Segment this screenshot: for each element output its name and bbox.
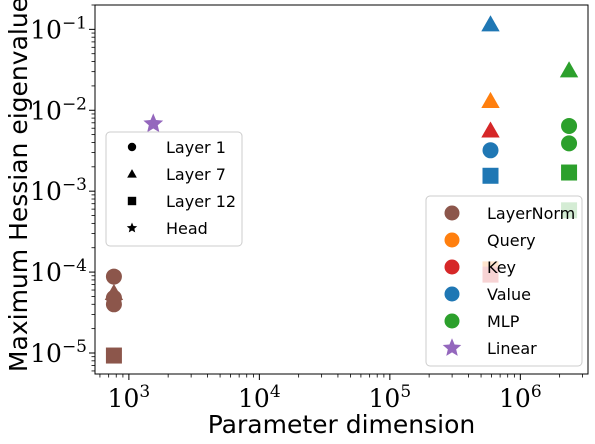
axes-frame — [94, 4, 589, 375]
legend-layer-frame — [105, 131, 243, 247]
point-mlp-layer-1 — [561, 117, 578, 134]
y-tick-label: 10−3 — [30, 175, 87, 206]
legend-layer-label: Layer 1 — [166, 138, 226, 157]
legend-modules: LayerNorm Query Key Value MLP Linear — [425, 195, 583, 367]
legend-module-marker — [442, 338, 462, 356]
point-linear-head — [143, 113, 164, 133]
legend-layers: Layer 1 Layer 7 Layer 12 Head — [105, 131, 243, 247]
legend-layer-marker — [127, 142, 137, 152]
legend-module-marker — [444, 205, 460, 221]
point-query-layer-7 — [481, 91, 500, 108]
legend-layer-marker — [127, 196, 137, 206]
legend-layer-marker — [127, 169, 137, 178]
legend-module-label: Value — [487, 285, 531, 304]
legend-layer-marker — [126, 222, 138, 233]
point-value-layer-12 — [482, 167, 499, 184]
legend-module-marker — [444, 232, 460, 248]
point-layernorm-layer-1 — [105, 296, 122, 313]
legend-module-frame — [425, 195, 583, 367]
point-mlp-layer-12 — [561, 164, 578, 181]
legend-module-label: Key — [487, 258, 516, 277]
point-layernorm-layer-12 — [105, 347, 122, 364]
point-mlp-layer-7 — [559, 61, 579, 78]
legend-module-label: LayerNorm — [487, 204, 575, 223]
legend-module-label: MLP — [487, 312, 520, 331]
x-tick-label: 105 — [369, 382, 412, 413]
x-tick-label: 103 — [108, 382, 151, 413]
y-tick-label: 10−1 — [30, 13, 87, 44]
y-tick-label: 10−4 — [30, 256, 87, 287]
legend-layer-label: Head — [166, 219, 208, 238]
legend-module-marker — [444, 259, 460, 275]
legend-layer-label: Layer 12 — [166, 192, 236, 211]
legend-module-label: Query — [487, 231, 536, 250]
y-tick-label: 10−5 — [30, 337, 87, 368]
axis-ticks: 103 104 105 106 10−5 10−4 10−3 10−2 10−1 — [30, 4, 583, 413]
x-axis-title: Parameter dimension — [208, 410, 476, 439]
y-tick-label: 10−2 — [30, 94, 87, 125]
point-mlp-layer-1 — [561, 135, 578, 152]
point-key-layer-7 — [481, 121, 500, 138]
legend-module-label: Linear — [487, 339, 537, 358]
point-value-layer-1 — [482, 142, 499, 159]
y-axis-title: Maximum Hessian eigenvalue — [4, 0, 33, 372]
x-tick-label: 104 — [238, 382, 281, 413]
point-layernorm-layer-1 — [105, 268, 122, 285]
x-tick-label: 106 — [499, 382, 542, 413]
point-value-layer-7 — [481, 15, 500, 32]
legend-layer-label: Layer 7 — [166, 165, 226, 184]
legend-module-marker — [444, 286, 460, 302]
legend-module-marker — [444, 313, 460, 329]
